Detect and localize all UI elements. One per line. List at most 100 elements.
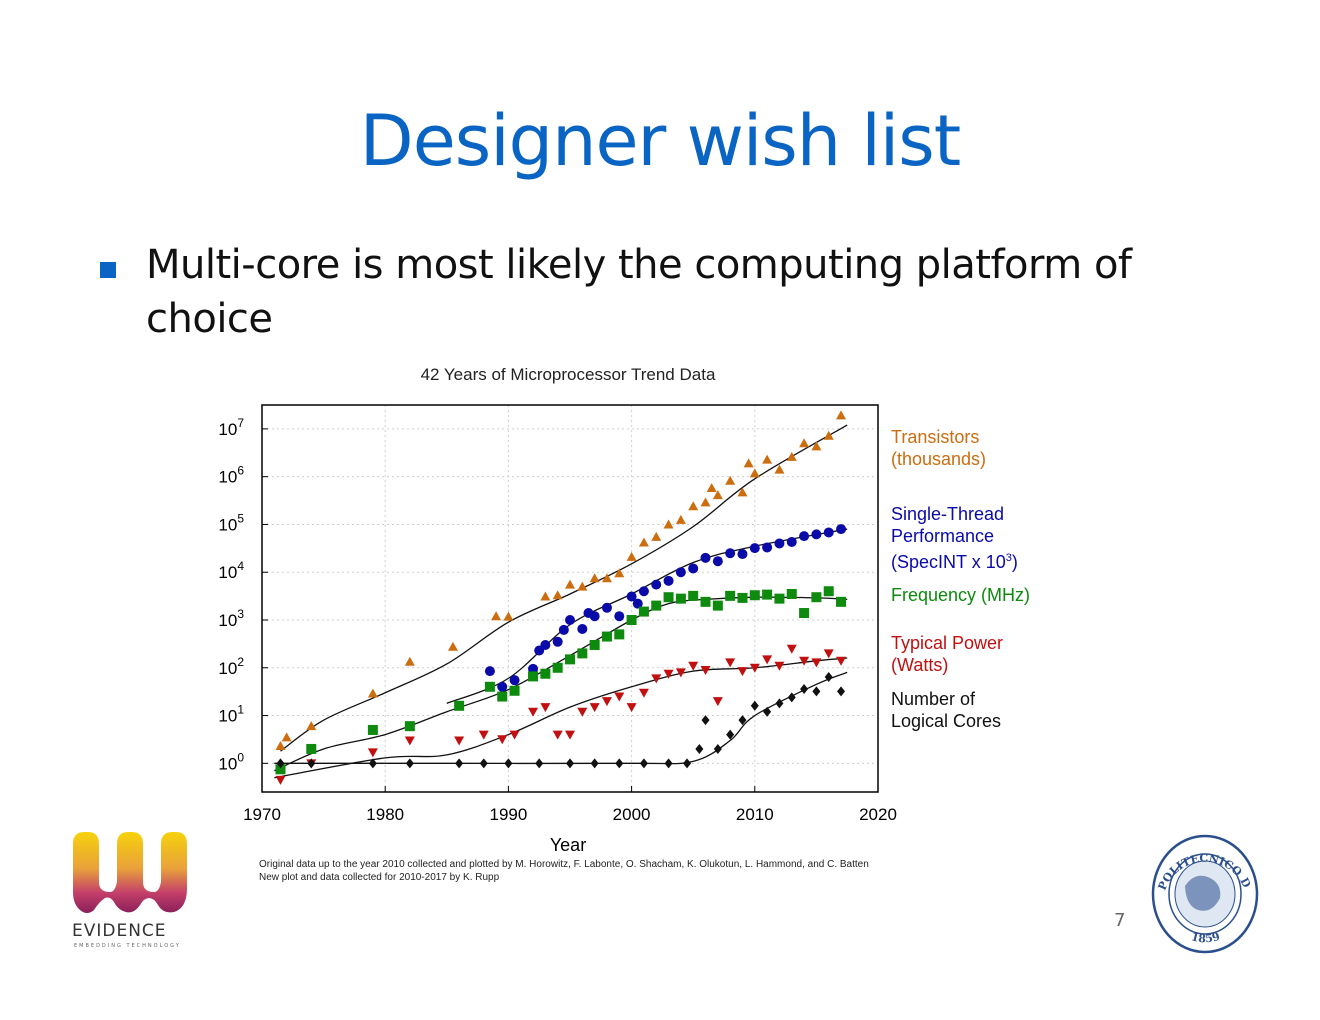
- data-point: [725, 590, 736, 601]
- data-point: [675, 593, 686, 604]
- data-point: [275, 775, 286, 785]
- data-point: [651, 600, 662, 611]
- x-tick-label: 1980: [366, 805, 404, 824]
- data-point: [577, 581, 588, 591]
- data-point: [675, 668, 686, 678]
- data-point: [836, 596, 847, 607]
- data-point: [738, 715, 747, 726]
- data-point: [367, 748, 378, 758]
- data-point: [484, 666, 495, 677]
- data-point: [565, 654, 575, 665]
- evidence-logo: [73, 832, 187, 913]
- data-point: [614, 568, 625, 578]
- data-point: [307, 758, 316, 769]
- trend-line: [274, 671, 848, 765]
- data-point: [743, 458, 754, 468]
- data-point: [663, 669, 674, 679]
- data-point: [558, 624, 569, 635]
- data-point: [651, 674, 662, 684]
- trend-chart: 42 Years of Microprocessor Trend Data 197…: [218, 365, 897, 855]
- chart-title: 42 Years of Microprocessor Trend Data: [421, 365, 716, 384]
- data-point: [626, 615, 637, 625]
- bullet-item: Multi-core is most likely the computing …: [100, 238, 1220, 346]
- data-point: [836, 410, 847, 420]
- bullet-text: Multi-core is most likely the computing …: [146, 242, 1132, 342]
- data-point: [577, 623, 588, 634]
- data-point: [638, 606, 649, 617]
- data-point: [497, 681, 508, 692]
- data-point: [706, 482, 717, 492]
- legend-single-thread-line3-text: (SpecINT x 10: [891, 552, 1006, 572]
- data-point: [552, 662, 563, 673]
- slide-title: Designer wish list: [359, 100, 961, 182]
- data-point: [367, 688, 378, 698]
- evidence-logo-shape: [73, 832, 187, 913]
- data-point: [749, 543, 760, 554]
- legend-frequency: Frequency (MHz): [891, 584, 1030, 606]
- data-point: [811, 658, 822, 668]
- data-point: [565, 730, 575, 740]
- data-point: [700, 552, 711, 563]
- data-point: [675, 567, 686, 578]
- data-point: [787, 692, 796, 703]
- data-point: [799, 608, 810, 619]
- data-point: [800, 683, 809, 694]
- x-tick-label: 1990: [489, 805, 527, 824]
- data-point: [762, 589, 773, 600]
- credits-line-2: New plot and data collected for 2010-201…: [259, 872, 500, 883]
- x-tick-label: 2020: [859, 805, 897, 824]
- data-point: [404, 721, 415, 732]
- data-point: [275, 764, 286, 775]
- legend-power: Typical Power (Watts): [891, 632, 1003, 676]
- legend-transistors-line1: Transistors: [891, 427, 980, 447]
- legend-single-thread-line1: Single-Thread: [891, 504, 1005, 524]
- data-point: [614, 629, 625, 640]
- data-point: [823, 527, 834, 538]
- data-point: [688, 661, 699, 671]
- data-point: [700, 497, 711, 507]
- data-point: [762, 542, 773, 553]
- data-point: [614, 611, 625, 622]
- data-point: [713, 743, 722, 754]
- legend-single-thread: Single-Thread Performance (SpecINT x 103…: [891, 503, 1018, 573]
- data-point: [368, 758, 377, 769]
- data-point: [638, 688, 649, 698]
- x-tick-label: 2010: [736, 805, 774, 824]
- data-point: [664, 758, 673, 769]
- data-point: [811, 529, 822, 540]
- y-tick-label: 100: [218, 750, 244, 773]
- chart-credits: Original data up to the year 2010 collec…: [259, 858, 869, 884]
- y-tick-label: 103: [218, 607, 244, 630]
- data-point: [799, 656, 810, 666]
- data-point: [762, 454, 773, 464]
- data-point: [823, 430, 834, 440]
- data-point: [774, 593, 785, 604]
- data-point: [590, 758, 599, 769]
- x-tick-label: 2000: [613, 805, 651, 824]
- data-point: [577, 707, 588, 717]
- legend-single-thread-line3: (SpecINT x 103): [891, 552, 1018, 572]
- y-tick-label: 101: [218, 703, 244, 726]
- data-point: [455, 758, 464, 769]
- data-point: [504, 758, 513, 769]
- data-point: [405, 758, 414, 769]
- data-point: [651, 531, 662, 541]
- data-point: [577, 648, 588, 659]
- trend-line: [274, 657, 848, 779]
- data-point: [479, 758, 488, 769]
- data-point: [491, 611, 502, 621]
- data-point: [663, 519, 674, 529]
- y-tick-label: 102: [218, 655, 244, 678]
- data-point: [737, 592, 748, 603]
- data-point: [454, 736, 465, 746]
- data-point: [774, 661, 785, 671]
- data-point: [737, 549, 748, 560]
- data-point: [589, 703, 600, 713]
- data-point: [775, 698, 784, 709]
- data-point: [712, 556, 723, 567]
- data-point: [651, 579, 662, 590]
- legend-power-line1: Typical Power: [891, 633, 1004, 653]
- data-point: [688, 563, 699, 574]
- data-point: [786, 451, 797, 461]
- data-point: [700, 596, 711, 607]
